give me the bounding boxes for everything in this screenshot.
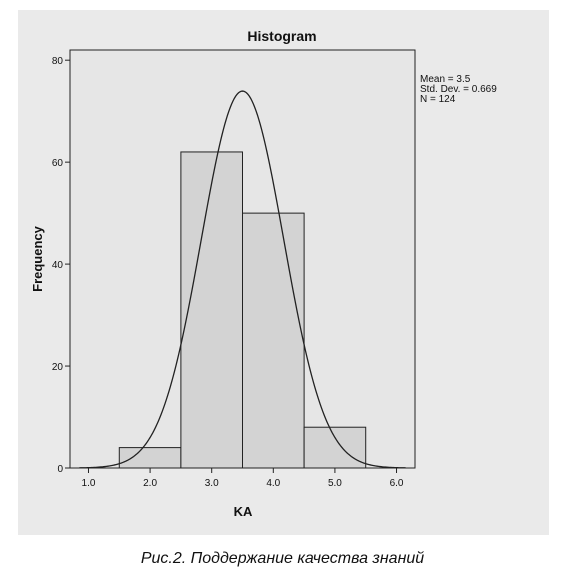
x-tick-label: 1.0 xyxy=(82,478,96,489)
stats-n: N = 124 xyxy=(420,94,456,105)
axes-group: 1.0 2.0 3.0 4.0 5.0 6.0 0 20 40 60 80 xyxy=(52,56,404,489)
histogram-chart: 1.0 2.0 3.0 4.0 5.0 6.0 0 20 40 60 80 Histogram KA… xyxy=(30,28,497,519)
x-tick-label: 3.0 xyxy=(205,478,219,489)
y-tick-label: 20 xyxy=(52,362,64,373)
y-tick-label: 40 xyxy=(52,260,64,271)
histogram-bar-1 xyxy=(118,447,182,469)
histogram-bar-4 xyxy=(303,426,367,469)
x-tick-label: 6.0 xyxy=(390,478,404,489)
x-tick-label: 2.0 xyxy=(143,478,157,489)
normal-curve xyxy=(79,90,406,469)
y-tick-label: 0 xyxy=(57,464,63,475)
x-tick-label: 4.0 xyxy=(266,478,280,489)
y-tick-label: 60 xyxy=(52,158,64,169)
x-axis-label: KA xyxy=(234,504,253,519)
y-axis-label: Frequency xyxy=(30,225,45,292)
stats-std-dev: Std. Dev. = 0.669 xyxy=(420,84,497,95)
histogram-bar-2 xyxy=(180,151,243,469)
chart-title: Histogram xyxy=(247,28,316,44)
histogram-bar-3 xyxy=(242,212,305,469)
figure-panel: 1.0 2.0 3.0 4.0 5.0 6.0 0 20 40 60 80 Histogram KA… xyxy=(18,10,549,535)
figure-caption: Рис.2. Поддержание качества знаний xyxy=(140,550,425,567)
stats-box: Mean = 3.5 Std. Dev. = 0.669 N = 124 xyxy=(420,74,497,105)
x-tick-label: 5.0 xyxy=(328,478,342,489)
bars-group xyxy=(118,151,367,469)
y-tick-label: 80 xyxy=(52,56,64,67)
stats-mean: Mean = 3.5 xyxy=(420,74,471,85)
